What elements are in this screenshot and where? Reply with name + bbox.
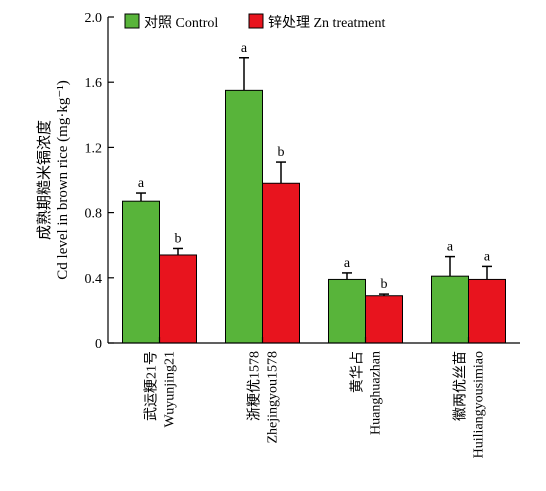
bar-zn-2 [365, 295, 403, 344]
legend-swatch-control [124, 13, 140, 29]
significance-letter: a [484, 249, 491, 264]
x-tick-label-english: Wuyunjing21 [163, 351, 178, 427]
significance-letter: a [344, 256, 351, 271]
significance-letter: b [278, 145, 285, 160]
y-axis-label-english: Cd level in brown rice (mg·kg⁻¹) [55, 80, 71, 279]
x-tick-label-chinese: 徽两优丝苗 [453, 351, 469, 421]
significance-letter: b [381, 277, 388, 292]
y-axis-title: 成熟期糙米镉浓度 Cd level in brown rice (mg·kg⁻¹… [36, 80, 71, 279]
significance-letter: a [241, 41, 248, 56]
x-tick-label-chinese: 浙粳优1578 [247, 351, 263, 421]
y-tick-label: 0.4 [85, 272, 103, 287]
y-axis-label-chinese: 成熟期糙米镉浓度 [36, 120, 53, 240]
legend-label-zn: 锌处理 Zn treatment [268, 15, 386, 31]
x-tick-label-english: Huiliangyousimiao [472, 351, 487, 458]
significance-letter: b [175, 231, 182, 246]
y-tick-label: 0 [95, 337, 102, 352]
x-axis: 武运粳21号 Wuyunjing21 浙粳优1578 Zhejingyou1578 黄华… [108, 337, 520, 458]
legend-swatch-zn [248, 13, 264, 29]
bar-control-3 [431, 275, 469, 344]
y-tick-label: 2.0 [85, 11, 103, 26]
bar-zn-3 [468, 278, 506, 344]
x-tick-label-chinese: 黄华占 [349, 351, 366, 393]
y-tick-label: 0.8 [85, 207, 103, 222]
bar-control-2 [328, 278, 366, 344]
y-tick-label: 1.2 [85, 141, 103, 156]
significance-letter: a [447, 240, 454, 255]
significance-letter: a [138, 176, 145, 191]
x-tick-label-english: Zhejingyou1578 [266, 351, 281, 444]
bars: a b a b a b a a [122, 41, 506, 344]
bar-control-0 [122, 200, 160, 344]
y-axis: 0 0.4 0.8 1.2 1.6 2.0 [85, 11, 114, 352]
legend-label-control: 对照 Control [144, 15, 218, 31]
legend: 对照 Control 锌处理 Zn treatment [124, 13, 386, 31]
bar-control-1 [225, 89, 263, 344]
x-tick-label-english: Huanghuazhan [369, 351, 384, 435]
bar-zn-1 [262, 182, 300, 344]
bar-zn-0 [159, 254, 197, 344]
y-tick-label: 1.6 [85, 76, 103, 91]
x-tick-label-chinese: 武运粳21号 [144, 351, 160, 421]
